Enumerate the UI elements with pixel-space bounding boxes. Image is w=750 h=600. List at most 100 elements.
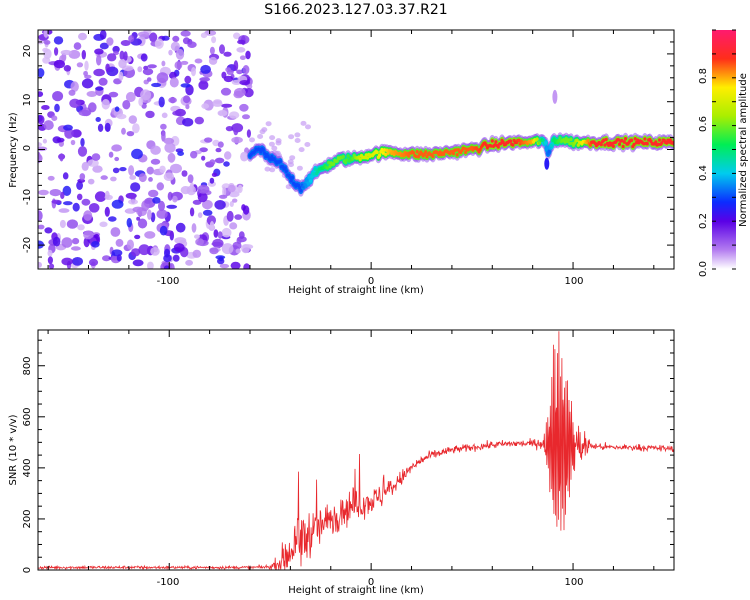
noise-blob: [128, 35, 135, 43]
noise-blob: [217, 109, 228, 117]
noise-blob: [126, 217, 132, 228]
noise-blob: [150, 158, 161, 165]
noise-blob: [167, 152, 176, 163]
noise-blob: [288, 134, 295, 140]
snr-ytick-600: 600: [22, 407, 33, 426]
snr-panel: -100 0 100 Height of straight line (km) …: [8, 329, 675, 596]
noise-blob: [77, 224, 85, 231]
noise-blob: [161, 60, 166, 67]
snr-ytick-200: 200: [22, 509, 33, 528]
noise-blob: [116, 113, 127, 120]
ridge-core: [269, 157, 273, 162]
spectrogram-ytick--10: -10: [22, 189, 33, 205]
noise-blob: [42, 47, 49, 53]
noise-blob: [70, 81, 79, 92]
noise-blob: [114, 156, 120, 162]
noise-blob: [228, 111, 240, 119]
noise-blob: [132, 259, 144, 267]
noise-blob: [147, 261, 154, 269]
noise-blob: [120, 40, 131, 46]
noise-blob: [180, 83, 191, 88]
noise-blob: [136, 216, 141, 221]
noise-blob: [189, 207, 195, 217]
noise-blob: [42, 138, 48, 144]
noise-blob: [223, 51, 232, 57]
ridge-core: [332, 162, 336, 166]
noise-blob: [209, 247, 219, 255]
ridge-core: [558, 136, 562, 140]
noise-blob: [214, 200, 226, 210]
noise-blob: [184, 75, 192, 84]
ridge-core: [464, 150, 468, 155]
noise-blob: [159, 225, 168, 236]
noise-blob: [172, 254, 180, 262]
noise-blob: [43, 40, 51, 45]
noise-blob: [180, 60, 189, 65]
noise-blob: [194, 116, 204, 125]
noise-blob: [241, 204, 246, 211]
ridge-core: [622, 140, 626, 144]
noise-blob: [116, 254, 122, 262]
noise-blob: [78, 32, 87, 41]
noise-blob: [296, 165, 303, 171]
noise-blob: [132, 206, 144, 213]
noise-blob: [271, 145, 278, 151]
noise-blob: [229, 222, 238, 230]
noise-blob: [138, 173, 147, 183]
noise-blob: [229, 201, 234, 207]
noise-blob: [70, 139, 76, 146]
ridge-core: [544, 141, 548, 145]
snr-ytick-800: 800: [22, 356, 33, 375]
ridge-core: [586, 138, 590, 143]
noise-blob: [43, 30, 49, 38]
noise-blob: [146, 77, 152, 82]
noise-blob: [264, 166, 271, 172]
noise-blob: [152, 197, 161, 204]
noise-blob: [69, 98, 81, 109]
snr-line: [38, 331, 674, 570]
noise-blob: [51, 115, 58, 121]
ridge-core: [620, 138, 624, 143]
noise-blob: [156, 72, 169, 83]
noise-blob: [114, 106, 120, 112]
noise-blob: [134, 234, 141, 240]
ridge-core: [385, 148, 389, 153]
noise-blob: [169, 77, 179, 88]
ridge-core: [259, 150, 263, 154]
noise-blob: [159, 165, 166, 173]
ridge-core: [616, 137, 620, 142]
ridge-core: [351, 156, 355, 161]
ridge-core: [563, 140, 567, 144]
noise-blob: [148, 177, 153, 182]
noise-blob: [128, 165, 135, 176]
spectrogram-ytick-0: 0: [22, 145, 33, 151]
ridge-core: [358, 157, 362, 162]
noise-blob: [60, 49, 72, 56]
noise-blob: [181, 170, 188, 177]
ridge-core: [499, 141, 503, 146]
noise-blob: [234, 214, 243, 220]
noise-blob: [47, 256, 54, 265]
noise-blob: [300, 120, 307, 126]
ridge-core: [511, 143, 515, 147]
ridge-core: [347, 159, 351, 163]
noise-blob: [79, 173, 86, 181]
noise-blob: [131, 148, 143, 160]
ridge-core: [288, 175, 292, 180]
noise-blob: [99, 42, 109, 50]
spectrogram-heatmap: [38, 30, 674, 269]
ridge-core: [623, 136, 628, 141]
noise-blob: [215, 147, 222, 153]
colorbar-tick-0.8: 0.8: [698, 68, 709, 84]
noise-blob: [128, 199, 138, 205]
noise-blob: [221, 227, 232, 238]
ridge-core: [645, 141, 649, 146]
noise-blob: [111, 144, 122, 152]
noise-blob: [126, 239, 134, 250]
ridge-core: [656, 142, 660, 147]
snr-frame: [37, 329, 675, 571]
ridge-core: [261, 148, 265, 152]
noise-blob: [304, 142, 311, 147]
noise-blob: [54, 47, 59, 56]
noise-blob: [249, 137, 255, 143]
